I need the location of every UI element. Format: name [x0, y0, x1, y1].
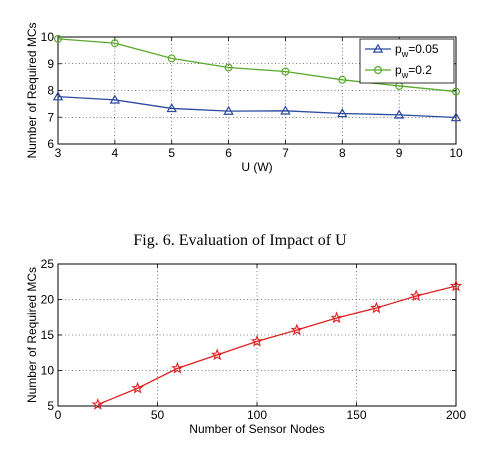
legend: pw=0.05 pw=0.2 [359, 38, 455, 84]
y-axis-label: Number of Required MCs [25, 22, 39, 158]
y-tick-label: 15 [41, 328, 55, 342]
y-tick-label: 5 [47, 399, 54, 413]
legend-box [359, 38, 455, 84]
data-point-series-1 [91, 398, 105, 410]
y-tick-label: 10 [41, 30, 55, 44]
x-tick-label: 8 [339, 146, 346, 160]
series-line-2 [57, 38, 457, 93]
x-axis-label: Number of Sensor Nodes [189, 422, 324, 436]
data-point-series-1 [52, 91, 64, 101]
x-tick-label: 7 [282, 146, 289, 160]
data-point-series-1 [109, 94, 121, 104]
y-tick-label: 10 [41, 364, 55, 378]
data-point-series-2 [53, 34, 62, 43]
data-point-series-1 [449, 279, 463, 292]
x-tick-label: 5 [168, 146, 175, 160]
series-line-1 [57, 96, 457, 119]
data-point-series-2 [167, 54, 176, 63]
x-tick-label: 10 [449, 146, 463, 160]
data-point-series-1 [171, 361, 184, 374]
data-point-series-2 [224, 63, 233, 72]
data-point-series-1 [290, 323, 304, 336]
legend-marker-2 [374, 65, 383, 74]
data-point-series-2 [281, 67, 290, 76]
data-point-series-1 [409, 289, 423, 302]
y-tick-label: 6 [47, 137, 54, 151]
data-point-series-1 [337, 108, 348, 118]
y-tick-label: 9 [47, 57, 54, 71]
x-tick-label: 100 [247, 408, 267, 422]
x-tick-label: 3 [55, 146, 62, 160]
data-point-series-1 [166, 103, 177, 113]
x-tick-label: 50 [151, 408, 165, 422]
legend-label-2: pw=0.2 [395, 63, 432, 80]
legend-label-1: pw=0.05 [395, 42, 439, 59]
legend-marker-1 [372, 43, 384, 53]
x-tick-label: 150 [346, 408, 366, 422]
chart-sensor-nodes: 0 50 100 150 200 5 10 15 20 25 Number of Sensor No… [25, 257, 466, 436]
y-tick-label: 20 [41, 293, 55, 307]
x-tick-label: 200 [446, 408, 466, 422]
x-tick-label: 4 [112, 146, 119, 160]
x-axis-label: U (W) [241, 160, 272, 174]
chart-impact-of-u: 3 4 5 6 7 8 9 10 6 7 8 9 10 U (W) Number of Required M… [25, 22, 463, 174]
figure-caption: Fig. 6. Evaluation of Impact of U [133, 232, 347, 249]
y-axis-label: Number of Required MCs [25, 267, 39, 403]
y-tick-label: 7 [47, 110, 54, 124]
plot-frame [57, 263, 457, 407]
data-point-series-2 [338, 75, 347, 84]
data-point-series-1 [370, 301, 383, 314]
data-point-series-1 [131, 381, 144, 394]
data-point-series-2 [452, 87, 461, 96]
series-line-1 [97, 285, 457, 406]
data-point-series-1 [330, 311, 343, 324]
data-point-series-1 [250, 334, 264, 347]
data-point-series-1 [223, 105, 234, 115]
plot-frame [57, 36, 457, 145]
data-point-series-1 [210, 348, 224, 361]
data-point-series-1 [280, 105, 291, 115]
y-tick-label: 8 [47, 84, 54, 98]
y-tick-label: 25 [41, 257, 55, 271]
data-point-series-1 [450, 112, 462, 122]
x-tick-label: 0 [55, 408, 62, 422]
data-point-series-1 [393, 109, 405, 119]
x-tick-label: 9 [396, 146, 403, 160]
x-tick-label: 6 [225, 146, 232, 160]
data-point-series-2 [110, 39, 119, 48]
